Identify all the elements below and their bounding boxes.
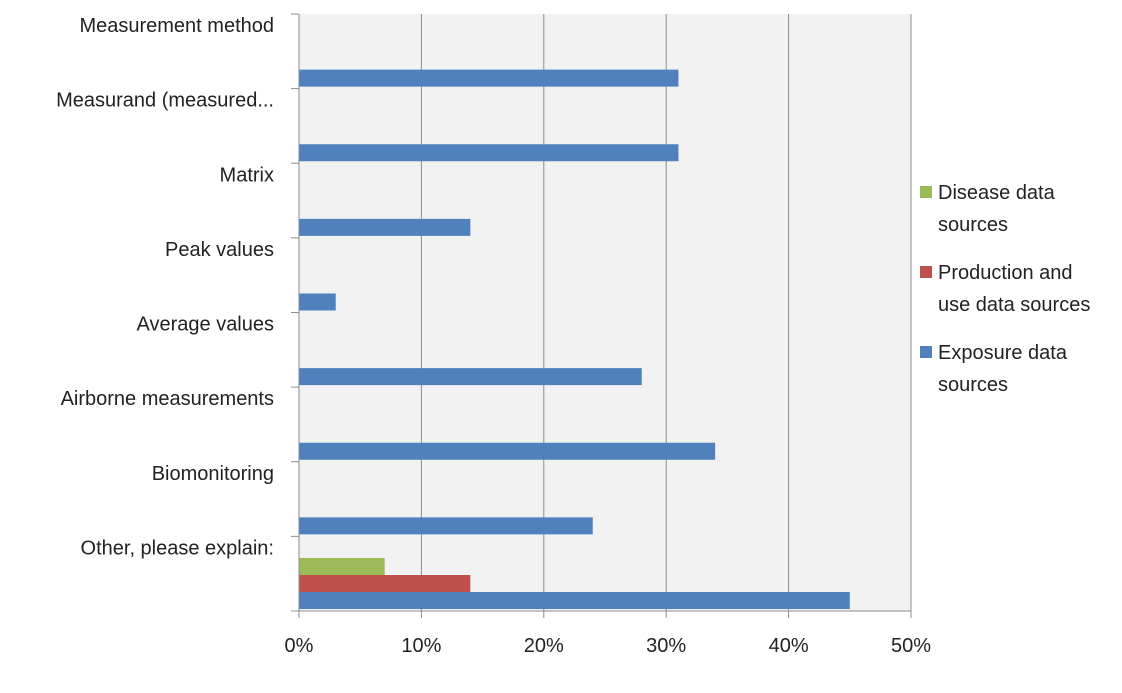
bar xyxy=(299,293,336,311)
bar xyxy=(299,442,716,460)
category-label: Average values xyxy=(137,314,275,336)
x-tick-label: 40% xyxy=(769,635,809,657)
legend-swatch xyxy=(920,346,932,358)
category-label: Peak values xyxy=(165,239,274,261)
bar xyxy=(299,368,642,386)
legend-swatch xyxy=(920,186,932,198)
bar xyxy=(299,517,593,535)
category-label: Biomonitoring xyxy=(152,463,274,485)
legend-label: Exposure data xyxy=(938,342,1068,364)
x-tick-label: 50% xyxy=(891,635,931,657)
bars xyxy=(299,69,850,609)
category-label: Measurement method xyxy=(79,15,274,37)
grid-lines xyxy=(420,14,912,611)
category-label: Measurand (measured... xyxy=(56,90,274,112)
category-labels: Measurement method Measurand (measured...… xyxy=(56,15,274,559)
axes xyxy=(291,13,912,618)
bar xyxy=(299,575,471,592)
x-tick-label: 0% xyxy=(285,635,314,657)
legend-label: Production and xyxy=(938,262,1073,284)
legend-label: sources xyxy=(938,214,1008,236)
plot-area xyxy=(299,14,911,611)
x-tick-label: 30% xyxy=(646,635,686,657)
category-label: Airborne measurements xyxy=(61,388,274,410)
legend-label: Disease data xyxy=(938,182,1056,204)
x-tick-label: 10% xyxy=(401,635,441,657)
category-label: Other, please explain: xyxy=(81,537,274,559)
bar xyxy=(299,218,471,236)
category-label: Matrix xyxy=(220,164,274,186)
bar xyxy=(299,144,679,162)
legend-label: sources xyxy=(938,374,1008,396)
x-tick-label: 20% xyxy=(524,635,564,657)
x-tick-labels: 0% 10% 20% 30% 40% 50% xyxy=(285,635,932,657)
bar xyxy=(299,69,679,87)
legend-swatch xyxy=(920,266,932,278)
legend: Disease data sources Production and use dat… xyxy=(920,182,1090,396)
legend-label: use data sources xyxy=(938,294,1090,316)
bar xyxy=(299,558,385,575)
bar xyxy=(299,592,850,609)
